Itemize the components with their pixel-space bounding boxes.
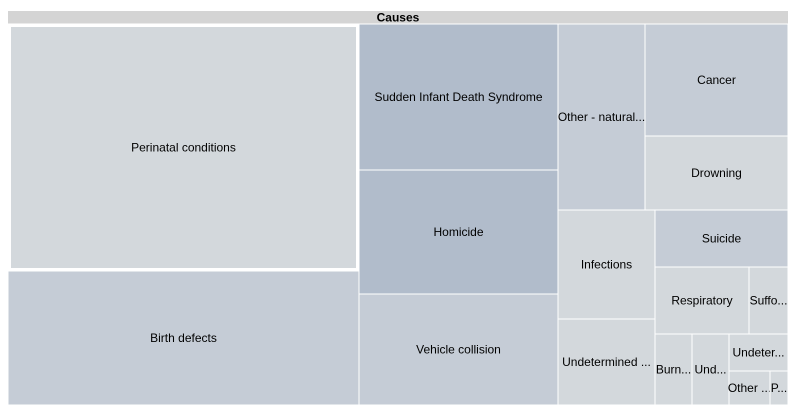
- treemap-cell-vehicle-collision[interactable]: [358, 293, 559, 406]
- treemap-cell-p[interactable]: [769, 370, 789, 406]
- treemap-label-undetermined-2: Und...: [694, 363, 726, 377]
- treemap-label-cancer: Cancer: [697, 73, 736, 87]
- treemap-label-sudden-infant-death-syndrome: Sudden Infant Death Syndrome: [374, 90, 542, 104]
- treemap-label-birth-defects: Birth defects: [150, 331, 217, 345]
- treemap-cell-drowning[interactable]: [644, 135, 789, 211]
- treemap-header-bar[interactable]: [8, 11, 788, 24]
- treemap-cell-homicide[interactable]: [358, 169, 559, 295]
- treemap-label-undetermined: Undetermined ...: [562, 355, 651, 369]
- treemap-cell-cancer[interactable]: [644, 23, 789, 137]
- treemap-label-burns: Burn...: [656, 363, 691, 377]
- treemap-cell-other-natural[interactable]: [557, 23, 646, 211]
- treemap-label-respiratory: Respiratory: [671, 294, 732, 308]
- treemap-label-other: Other ...: [728, 381, 771, 395]
- treemap-label-homicide: Homicide: [433, 225, 483, 239]
- treemap-label-suicide: Suicide: [702, 232, 742, 246]
- treemap-title: Causes: [377, 11, 420, 25]
- treemap-cell-infections[interactable]: [557, 209, 656, 320]
- treemap-label-perinatal-conditions: Perinatal conditions: [131, 141, 236, 155]
- treemap-cell-undetermined-3[interactable]: [728, 333, 789, 372]
- treemap-label-p: P...: [771, 381, 787, 395]
- treemap-label-infections: Infections: [581, 258, 632, 272]
- treemap-cells: Perinatal conditions Birth defects Sudden …: [7, 23, 789, 406]
- treemap-label-undetermined-3: Undeter...: [732, 346, 784, 360]
- treemap-cell-undetermined-2[interactable]: [691, 333, 730, 406]
- treemap-label-other-natural: Other - natural...: [558, 110, 645, 124]
- treemap-cell-birth-defects[interactable]: [7, 270, 360, 406]
- treemap-cell-undetermined[interactable]: [557, 318, 656, 406]
- treemap-label-suffocation: Suffo...: [750, 294, 788, 308]
- treemap-cell-burns[interactable]: [654, 333, 693, 406]
- treemap-label-vehicle-collision: Vehicle collision: [416, 343, 501, 357]
- treemap-cell-respiratory[interactable]: [654, 266, 750, 335]
- treemap-label-drowning: Drowning: [691, 166, 742, 180]
- treemap-cell-suffocation[interactable]: [748, 266, 789, 335]
